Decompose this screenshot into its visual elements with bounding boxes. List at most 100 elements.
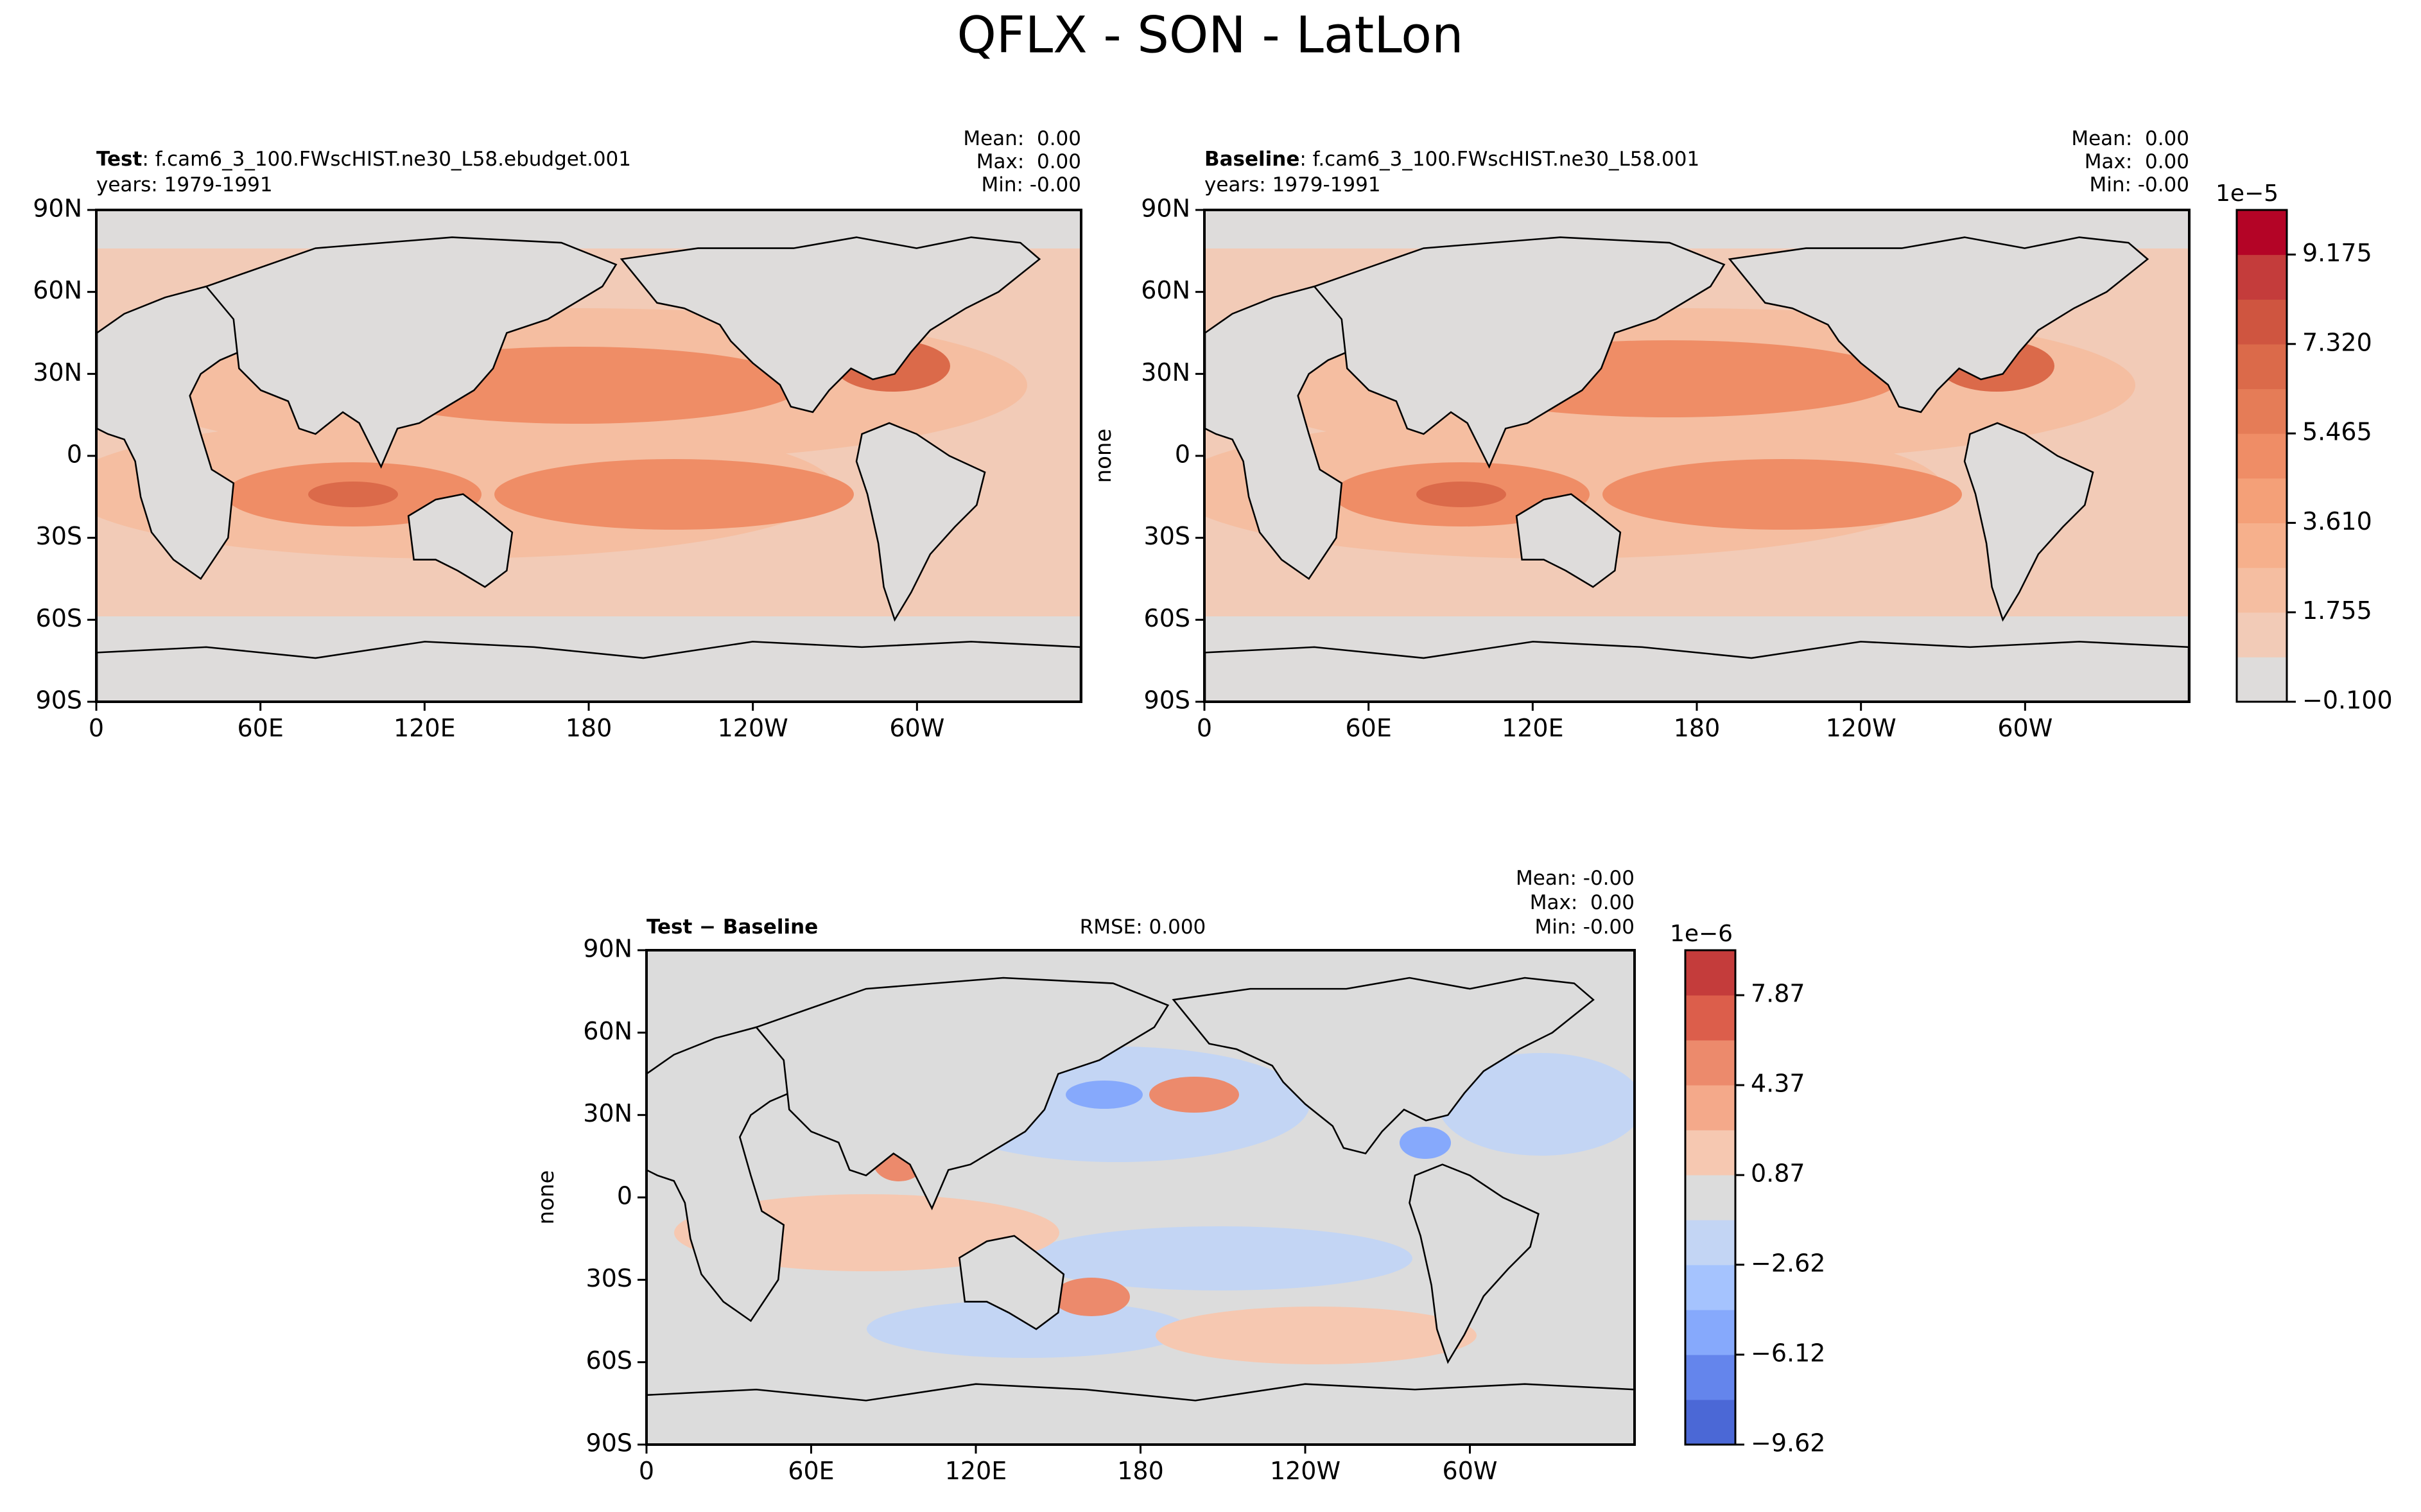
colorbar-swatch — [2237, 568, 2287, 613]
lat-tick-label: 0 — [67, 440, 82, 469]
colorbar-tick-label: 3.610 — [2302, 507, 2372, 535]
map-diff-neg-satl — [1438, 1053, 1635, 1156]
lon-tick-label: 0 — [1197, 714, 1212, 742]
lat-tick-label: 60N — [583, 1017, 632, 1045]
colorbar-tick-label: −0.100 — [2302, 686, 2393, 715]
colorbar-diff-exponent: 1e−6 — [1670, 921, 1733, 947]
lat-tick-label: 30N — [583, 1099, 632, 1127]
figure-title: QFLX - SON - LatLon — [957, 6, 1464, 64]
colorbar-swatch — [2237, 478, 2287, 523]
panel-baseline-max: Max: 0.00 — [2085, 150, 2189, 173]
lon-tick-label: 60E — [1345, 714, 1391, 742]
lat-tick-label: 0 — [1175, 440, 1190, 469]
lat-tick-label: 30N — [33, 358, 82, 387]
lon-tick-label: 60E — [237, 714, 283, 742]
lon-tick-label: 60W — [1997, 714, 2052, 742]
lat-tick-label: 30N — [1141, 358, 1190, 387]
map-diff-neg-south — [867, 1300, 1188, 1358]
colorbar-main: 1e−5 9.175 7.320 5.465 3.610 1.755 −0.100 — [2216, 180, 2393, 715]
lat-tick-label: 60S — [1144, 604, 1190, 632]
panel-baseline-min: Min: -0.00 — [2089, 173, 2189, 196]
map-diff-xticks: 0 60E 120E 180 120W 60W — [639, 1445, 1498, 1485]
lat-tick-label: 90N — [583, 935, 632, 963]
lat-tick-label: 60N — [1141, 276, 1190, 304]
panel-baseline-years: years: 1979-1991 — [1204, 173, 1381, 196]
colorbar-tick-label: 7.320 — [2302, 328, 2372, 356]
lon-tick-label: 120E — [1502, 714, 1564, 742]
colorbar-tick-label: 0.87 — [1751, 1160, 1805, 1188]
lon-tick-label: 180 — [566, 714, 612, 742]
lon-tick-label: 120E — [945, 1457, 1007, 1485]
colorbar-tick-label: −9.62 — [1751, 1429, 1825, 1457]
colorbar-swatch — [1685, 1130, 1735, 1176]
colorbar-swatch — [1685, 1220, 1735, 1265]
lon-tick-label: 180 — [1674, 714, 1721, 742]
lat-tick-label: 90N — [1141, 195, 1190, 223]
panel-baseline: Baseline: f.cam6_3_100.FWscHIST.ne30_L58… — [1091, 127, 2191, 742]
map-diff-yticks: 90N 60N 30N 0 30S 60S 90S — [583, 935, 646, 1457]
panel-test-min: Min: -0.00 — [981, 173, 1081, 196]
colorbar-swatch — [1685, 1040, 1735, 1086]
colorbar-tick-label: −6.12 — [1751, 1339, 1825, 1367]
lon-tick-label: 0 — [89, 714, 104, 742]
colorbar-swatch — [2237, 210, 2287, 256]
colorbar-swatch — [1685, 1310, 1735, 1355]
lon-tick-label: 120E — [394, 714, 456, 742]
colorbar-swatch — [2237, 433, 2287, 479]
colorbar-frame — [1684, 949, 1737, 1446]
colorbar-swatch — [1685, 950, 1735, 996]
map-diff-pos-npac — [1149, 1077, 1239, 1113]
map-diff-neg-spac — [1027, 1226, 1412, 1290]
panel-test-mean: Mean: 0.00 — [963, 127, 1081, 150]
colorbar-swatch — [2237, 612, 2287, 657]
panel-diff-mean: Mean: -0.00 — [1516, 867, 1635, 890]
panel-diff-ylabel: none — [534, 1170, 559, 1225]
colorbar-swatch — [2237, 254, 2287, 300]
colorbar-swatch — [2237, 343, 2287, 390]
lon-tick-label: 60W — [889, 714, 944, 742]
lat-tick-label: 30S — [36, 522, 82, 550]
colorbar-swatch — [1685, 1175, 1735, 1221]
map-baseline — [1204, 210, 2189, 702]
map-test-xticks: 0 60E 120E 180 120W 60W — [89, 702, 944, 742]
panel-baseline-ylabel: none — [1091, 429, 1116, 483]
map-test — [96, 210, 1081, 702]
colorbar-swatch — [1685, 1355, 1735, 1400]
map-diff — [646, 950, 1635, 1445]
map-baseline-north-band — [1204, 210, 2189, 248]
lon-tick-label: 120W — [1270, 1457, 1341, 1485]
lat-tick-label: 90S — [586, 1429, 632, 1457]
panel-baseline-label: Baseline: f.cam6_3_100.FWscHIST.ne30_L58… — [1204, 148, 1699, 171]
lat-tick-label: 90N — [33, 195, 82, 223]
colorbar-swatch — [2237, 657, 2287, 702]
colorbar-tick-label: 1.755 — [2302, 596, 2372, 625]
map-test-north-band — [96, 210, 1081, 248]
colorbar-swatch — [1685, 1400, 1735, 1445]
lat-tick-label: 30S — [1144, 522, 1190, 550]
lon-tick-label: 120W — [718, 714, 788, 742]
map-diff-pos-spac — [1156, 1307, 1477, 1364]
colorbar-swatch — [1685, 1265, 1735, 1310]
panel-baseline-mean: Mean: 0.00 — [2071, 127, 2189, 150]
lat-tick-label: 60S — [36, 604, 82, 632]
colorbar-swatch — [2237, 388, 2287, 434]
map-test-core-indian — [308, 482, 398, 507]
colorbar-tick-label: 9.175 — [2302, 239, 2372, 267]
lat-tick-label: 60S — [586, 1346, 632, 1375]
lat-tick-label: 0 — [617, 1182, 632, 1210]
colorbar-swatch — [1685, 995, 1735, 1041]
lat-tick-label: 30S — [586, 1264, 632, 1292]
panel-diff: Test − Baseline RMSE: 0.000 Mean: -0.00 … — [534, 867, 1636, 1485]
colorbar-tick-label: 7.87 — [1751, 980, 1805, 1008]
lon-tick-label: 60W — [1443, 1457, 1498, 1485]
colorbar-tick-label: 5.465 — [2302, 418, 2372, 446]
map-baseline-xticks: 0 60E 120E 180 120W 60W — [1197, 702, 2052, 742]
lat-tick-label: 60N — [33, 276, 82, 304]
map-test-yticks: 90N 60N 30N 0 30S 60S 90S — [33, 195, 96, 715]
panel-test-years: years: 1979-1991 — [96, 173, 273, 196]
panel-test-label: Test: f.cam6_3_100.FWscHIST.ne30_L58.ebu… — [96, 148, 631, 171]
colorbar-main-exponent: 1e−5 — [2216, 180, 2278, 207]
map-diff-neg-kuroshio — [1066, 1081, 1143, 1109]
panel-diff-rmse: RMSE: 0.000 — [1080, 916, 1206, 939]
